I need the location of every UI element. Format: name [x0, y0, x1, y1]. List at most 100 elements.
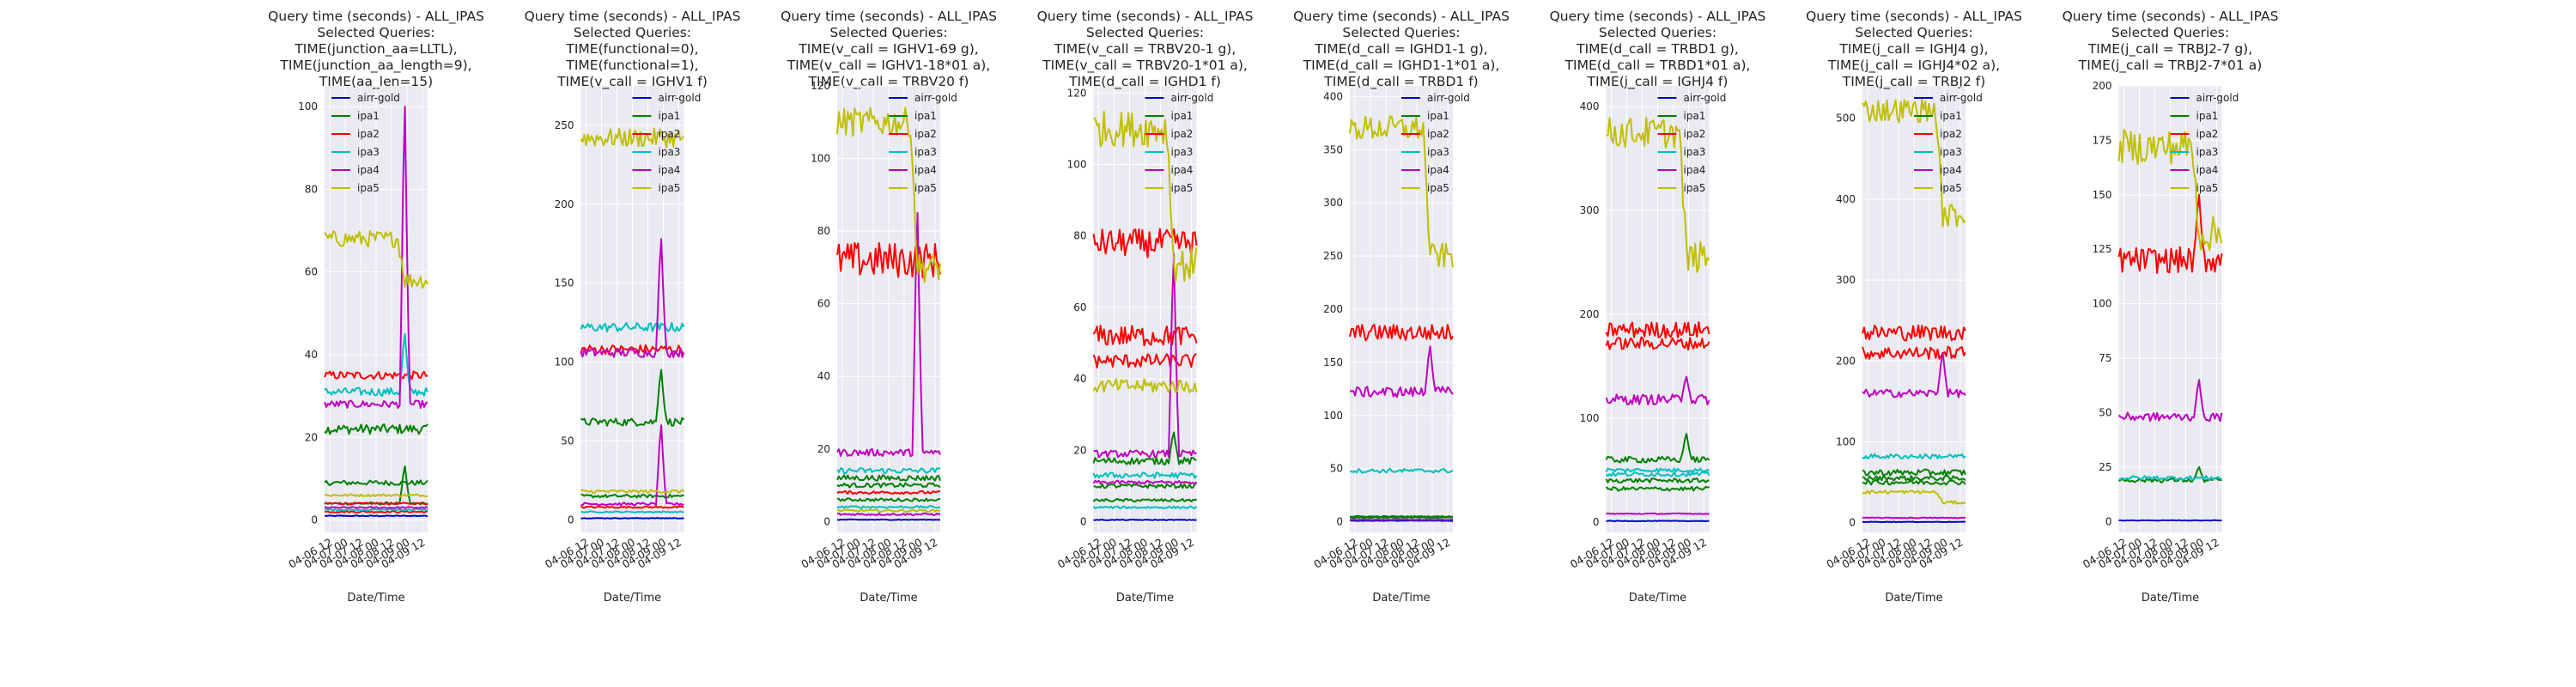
- series-line-ipa5: [836, 106, 941, 283]
- chart-title-line: Query time (seconds) - ALL_IPAS: [1806, 9, 2022, 25]
- y-tick-label: 250: [1323, 250, 1343, 262]
- y-tick-label: 60: [817, 298, 830, 310]
- series-line-ipa2: [1092, 325, 1198, 347]
- series-line-ipa2: [324, 370, 428, 380]
- series-line-ipa1: [1092, 497, 1197, 502]
- series-line-ipa4: [580, 238, 685, 358]
- y-tick-label: 200: [555, 198, 574, 210]
- series-line-ipa4: [1862, 516, 1966, 520]
- y-tick-label: 100: [1836, 435, 1856, 447]
- series-line-ipa4: [836, 212, 941, 458]
- series-line-ipa4: [1605, 375, 1710, 406]
- y-tick-label: 40: [1073, 373, 1086, 385]
- chart-title-line: TIME(d_call = IGHD1-1*01 a),: [1303, 58, 1500, 74]
- series-line-ipa1: [836, 482, 941, 489]
- chart-title-line: TIME(aa_len=15): [319, 74, 433, 90]
- chart-title-line: Selected Queries:: [574, 25, 691, 40]
- legend-label: ipa2: [1940, 128, 1962, 140]
- legend: airr-gold ipa1 ipa2 ipa3 ipa4 ipa5: [1914, 92, 1983, 194]
- chart-title: Query time (seconds) - ALL_IPASSelected …: [525, 9, 741, 90]
- legend-label: ipa3: [659, 146, 681, 158]
- series-line-ipa5: [2117, 129, 2223, 251]
- series-line-ipa1: [836, 474, 941, 482]
- chart-title-line: Query time (seconds) - ALL_IPAS: [1293, 9, 1510, 25]
- series-line-ipa5: [1349, 115, 1454, 268]
- series-line-ipa5: [324, 230, 428, 289]
- y-tick-label: 80: [305, 183, 318, 195]
- y-tick-label: 20: [817, 443, 830, 455]
- y-tick-label: 100: [1323, 410, 1343, 422]
- series-line-ipa3: [580, 322, 685, 333]
- series-line-ipa3: [1862, 453, 1966, 460]
- legend-label: ipa2: [1684, 128, 1706, 140]
- chart-title-line: TIME(d_call = TRBD1*01 a),: [1564, 58, 1751, 74]
- legend-label: ipa1: [357, 110, 380, 122]
- y-tick-label: 80: [1073, 230, 1086, 242]
- legend-label: ipa4: [2196, 164, 2219, 176]
- chart-title-line: TIME(functional=1),: [565, 58, 698, 73]
- chart-title-line: TIME(j_call = TRBJ2-7*01 a): [2078, 58, 2263, 74]
- legend-label: airr-gold: [2196, 92, 2239, 104]
- legend-label: ipa1: [2196, 110, 2219, 122]
- y-tick-label: 400: [1580, 100, 1600, 112]
- legend-label: ipa2: [659, 128, 681, 140]
- y-tick-label: 40: [305, 349, 318, 361]
- series-line-ipa1: [1605, 485, 1710, 492]
- series-line-ipa1: [1092, 431, 1197, 465]
- y-tick-label: 60: [1073, 301, 1086, 313]
- series-line-ipa1: [836, 497, 941, 502]
- y-tick-label: 0: [1080, 516, 1087, 528]
- legend-label: airr-gold: [1684, 92, 1727, 104]
- series-line-ipa2: [1605, 337, 1710, 351]
- series-line-ipa5: [836, 508, 941, 513]
- y-tick-label: 500: [1836, 112, 1856, 125]
- series-line-ipa3: [1349, 467, 1454, 474]
- y-tick-label: 20: [305, 431, 318, 443]
- y-tick-label: 40: [817, 370, 830, 382]
- chart-title-line: Selected Queries:: [317, 25, 434, 40]
- legend-label: airr-gold: [1171, 92, 1214, 104]
- y-tick-label: 0: [1593, 516, 1600, 528]
- legend-label: ipa5: [1684, 182, 1706, 194]
- legend: airr-gold ipa1 ipa2 ipa3 ipa4 ipa5: [632, 92, 701, 194]
- series-line-ipa4: [324, 506, 428, 509]
- legend-label: ipa5: [2196, 182, 2219, 194]
- y-tick-label: 120: [811, 80, 830, 92]
- legend-label: ipa5: [914, 182, 937, 194]
- series-line-airr-gold: [2118, 519, 2222, 522]
- chart-title-line: Selected Queries:: [829, 25, 947, 40]
- legend-label: ipa2: [357, 128, 380, 140]
- legend-label: airr-gold: [914, 92, 957, 104]
- chart-title-line: TIME(functional=0),: [565, 41, 698, 57]
- series-line-ipa4: [1093, 252, 1197, 459]
- chart-title-line: TIME(j_call = TRBJ2 f): [1842, 74, 1986, 90]
- y-tick-label: 0: [1849, 517, 1856, 529]
- y-tick-label: 75: [2099, 352, 2111, 364]
- series-line-ipa3: [1605, 467, 1710, 473]
- legend-label: ipa3: [914, 146, 937, 158]
- y-tick-label: 250: [555, 119, 574, 131]
- series-line-ipa1: [324, 423, 428, 435]
- series-line-ipa5: [580, 489, 685, 494]
- chart-title-line: Selected Queries:: [1342, 25, 1460, 40]
- legend-label: ipa1: [1940, 110, 1962, 122]
- chart-title-line: TIME(j_call = IGHJ4 g),: [1838, 41, 1988, 58]
- chart-title: Query time (seconds) - ALL_IPASSelected …: [1293, 9, 1510, 90]
- x-axis-label: Date/Time: [1629, 592, 1686, 605]
- series-line-ipa1: [324, 479, 428, 487]
- chart-title-line: TIME(v_call = TRBV20-1*01 a),: [1042, 58, 1248, 74]
- series-line-ipa2: [1862, 345, 1966, 360]
- series-line-ipa5: [1093, 111, 1198, 283]
- series-line-airr-gold: [324, 514, 428, 518]
- chart-title-line: TIME(d_call = IGHD1 f): [1068, 74, 1221, 90]
- legend-label: ipa1: [914, 110, 937, 122]
- x-axis-label: Date/Time: [1885, 592, 1942, 605]
- series-line-ipa3: [836, 467, 941, 475]
- series-line-ipa4: [580, 424, 684, 507]
- y-tick-label: 200: [1580, 308, 1600, 320]
- series-line-ipa3: [325, 508, 428, 512]
- series-line-ipa4: [1092, 479, 1198, 485]
- legend-label: ipa1: [659, 110, 681, 122]
- series-line-ipa1: [1349, 516, 1454, 520]
- series-line-ipa2: [1349, 323, 1454, 342]
